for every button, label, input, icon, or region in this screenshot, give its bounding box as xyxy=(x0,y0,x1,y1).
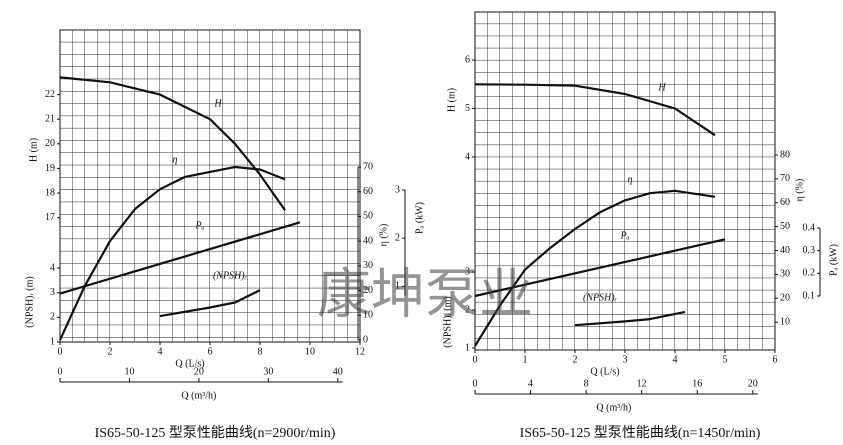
chart-title: IS65-50-125 型泵性能曲线(n=1450r/min) xyxy=(520,425,761,441)
grid xyxy=(474,11,776,351)
watermark: 康坤泵业 xyxy=(317,263,533,326)
y3-tick-label: 3 xyxy=(395,184,400,195)
y2-tick-label: 40 xyxy=(780,245,790,256)
y2-tick-label: 0 xyxy=(363,334,368,345)
x2-tick-label: 4 xyxy=(528,378,533,389)
y-tick-label: 17 xyxy=(45,212,55,223)
y4-tick-label: 2 xyxy=(50,312,55,323)
x-tick-label: 3 xyxy=(623,354,628,365)
y-tick-label: 20 xyxy=(45,138,55,149)
y3-tick-label: 0.2 xyxy=(803,268,816,279)
y3-axis-label: Pₐ (kW) xyxy=(414,202,425,234)
y4-tick-label: 3 xyxy=(50,287,55,298)
y-axis-label: H (m) xyxy=(28,138,39,162)
curve-label: (NPSH)ᵣ xyxy=(213,270,248,281)
y4-tick-label: 1 xyxy=(465,342,470,353)
y4-axis-label: (NPSH)ᵣ (m) xyxy=(442,296,453,347)
y2-tick-label: 70 xyxy=(363,161,373,172)
x-tick-label: 10 xyxy=(305,346,315,357)
y2-tick-label: 60 xyxy=(780,197,790,208)
curve-label: (NPSH)ᵣ xyxy=(583,292,618,303)
x2-tick-label: 10 xyxy=(124,366,134,377)
x2-tick-label: 20 xyxy=(748,378,758,389)
x2-tick-label: 20 xyxy=(194,366,204,377)
x-tick-label: 4 xyxy=(673,354,678,365)
y-tick-label: 5 xyxy=(465,103,470,114)
y4-tick-label: 3 xyxy=(465,266,470,277)
x-tick-label: 4 xyxy=(158,346,163,357)
x-tick-label: 1 xyxy=(523,354,528,365)
curve xyxy=(574,310,686,327)
x-tick-label: 8 xyxy=(258,346,263,357)
x2-tick-label: 12 xyxy=(637,378,647,389)
y2-axis-label: η (%) xyxy=(378,224,389,247)
y-tick-label: 4 xyxy=(465,151,470,162)
y2-tick-label: 60 xyxy=(363,186,373,197)
curve xyxy=(474,238,726,298)
plots: IS65-50-125 型泵性能曲线(n=2900r/min)0 2 4 6 8 10 12… xyxy=(24,54,839,441)
x-tick-label: 0 xyxy=(58,346,63,357)
x-tick-label: 0 xyxy=(473,354,478,365)
y2-tick-label: 70 xyxy=(780,173,790,184)
x-tick-label: 5 xyxy=(723,354,728,365)
y2-tick-label: 20 xyxy=(780,293,790,304)
curve-label: Pₐ xyxy=(194,220,204,231)
x-axis-label: Q (L/s) xyxy=(175,358,204,369)
y-tick-label: 18 xyxy=(45,187,55,198)
curve xyxy=(59,165,286,341)
y4-axis-label: (NPSH)ᵣ (m) xyxy=(24,276,35,327)
y2-tick-label: 10 xyxy=(780,316,790,327)
x2-tick-label: 8 xyxy=(584,378,589,389)
curve-label: η xyxy=(173,154,178,165)
y-tick-label: 21 xyxy=(45,114,55,125)
y3-tick-label: 0.4 xyxy=(803,222,816,233)
y3-tick-label: 2 xyxy=(395,232,400,243)
y2-tick-label: 50 xyxy=(363,211,373,222)
curve-label: H xyxy=(657,82,666,93)
y2-tick-label: 10 xyxy=(363,310,373,321)
grid xyxy=(59,29,361,343)
curve xyxy=(159,289,261,318)
y2-tick-label: 30 xyxy=(363,260,373,271)
y2-tick-label: 20 xyxy=(363,285,373,296)
y2-tick-label: 50 xyxy=(780,221,790,232)
chart-title: IS65-50-125 型泵性能曲线(n=2900r/min) xyxy=(95,425,336,441)
y4-tick-label: 2 xyxy=(465,304,470,315)
x2-tick-label: 0 xyxy=(473,378,478,389)
y-tick-label: 22 xyxy=(45,89,55,100)
x-axis-label: Q (L/s) xyxy=(590,366,619,377)
y2-tick-label: 80 xyxy=(780,149,790,160)
y3-axis-label: Pₐ (kW) xyxy=(828,244,839,276)
curve xyxy=(474,83,716,137)
y3-tick-label: 0.1 xyxy=(803,290,816,301)
x2-tick-label: 30 xyxy=(263,366,273,377)
x2-tick-label: 16 xyxy=(692,378,702,389)
y2-tick-label: 30 xyxy=(780,269,790,280)
x2-axis-label: Q (m³/h) xyxy=(181,390,216,401)
curve xyxy=(59,221,301,295)
y2-tick-label: 40 xyxy=(363,235,373,246)
x-tick-label: 12 xyxy=(355,346,365,357)
x2-tick-label: 0 xyxy=(58,366,63,377)
x2-axis-label: Q (m³/h) xyxy=(596,402,631,413)
curve-label: Pₐ xyxy=(619,230,629,241)
y-axis-label: H (m) xyxy=(446,88,457,112)
x-tick-label: 6 xyxy=(208,346,213,357)
curve-label: η xyxy=(628,174,633,185)
curve xyxy=(59,76,286,211)
y2-axis-label: η (%) xyxy=(794,179,805,202)
y4-tick-label: 4 xyxy=(50,262,55,273)
curve-label: H xyxy=(213,98,222,109)
y3-tick-label: 0.3 xyxy=(803,245,816,256)
y4-tick-label: 1 xyxy=(50,336,55,347)
x-tick-label: 6 xyxy=(773,354,778,365)
y-tick-label: 6 xyxy=(465,54,470,65)
x-tick-label: 2 xyxy=(108,346,113,357)
y-tick-label: 19 xyxy=(45,163,55,174)
y3-tick-label: 1 xyxy=(395,281,400,292)
x-tick-label: 2 xyxy=(573,354,578,365)
x2-tick-label: 40 xyxy=(333,366,343,377)
